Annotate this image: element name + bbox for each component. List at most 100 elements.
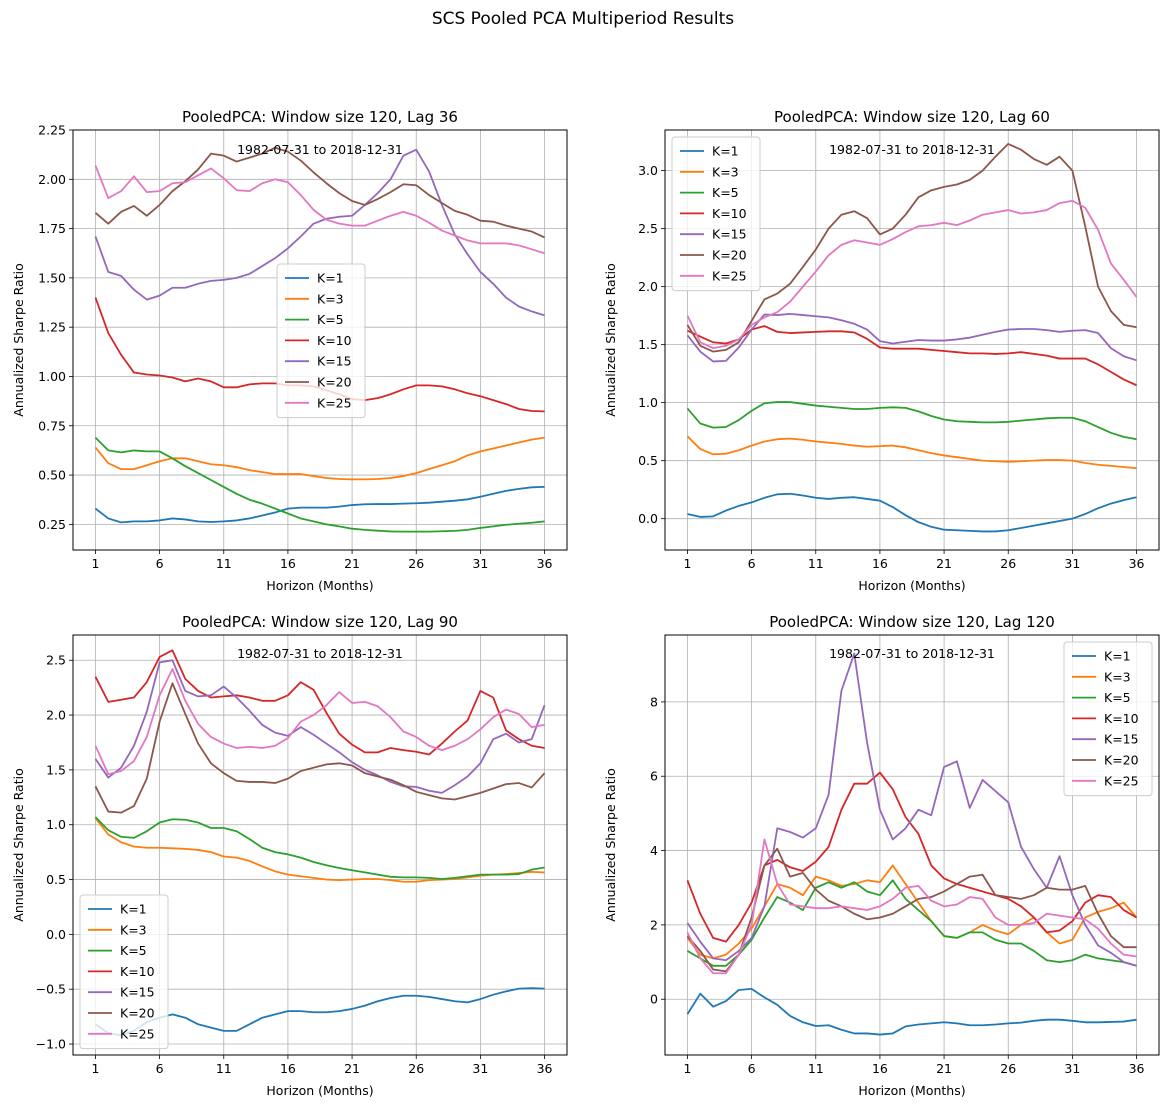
legend-box <box>276 263 366 419</box>
subplot-2: 1 6 11 16 21 26 31 360.00.51.01.52.02.53.0Poole… <box>603 108 1160 593</box>
legend-label: K=3 <box>712 164 739 179</box>
legend-item: K=10 <box>1072 711 1139 726</box>
legend-box <box>79 894 169 1050</box>
x-axis-label: Horizon (Months) <box>266 1083 373 1098</box>
y-tick-label: 1.00 <box>38 369 66 384</box>
figure-suptitle: SCS Pooled PCA Multiperiod Results <box>432 9 734 29</box>
y-tick-label: 2.5 <box>638 221 658 236</box>
series-line-k15 <box>94 659 546 794</box>
y-tick-label: −1.0 <box>36 1037 66 1052</box>
legend-item: K=10 <box>680 206 747 221</box>
subplot-1: 1 6 11 16 21 26 31 360.250.500.751.001.251.501.… <box>11 108 568 593</box>
y-tick-label: 0.5 <box>46 872 66 887</box>
legend-label: K=25 <box>317 395 352 410</box>
legend-label: K=25 <box>120 1026 155 1041</box>
legend-item: K=1 <box>680 144 739 159</box>
y-tick-label: 2.5 <box>46 653 66 668</box>
plot-frame <box>664 634 1160 1056</box>
legend-item: K=3 <box>1072 669 1131 684</box>
subplot-title: PooledPCA: Window size 120, Lag 36 <box>182 108 458 126</box>
series-line-k10 <box>687 325 1137 387</box>
legend-label: K=20 <box>120 1006 155 1021</box>
y-tick-label: 0.0 <box>638 511 658 526</box>
x-axis-label: Horizon (Months) <box>266 578 373 593</box>
legend-item: K=5 <box>285 312 344 327</box>
legend: K=1 K=3 K=5 K=10 K=15 K=20 K=25 <box>671 136 761 292</box>
legend-label: K=20 <box>1104 753 1139 768</box>
legend-item: K=20 <box>680 248 747 263</box>
x-tick-label: 36 <box>537 1061 553 1076</box>
legend-item: K=15 <box>88 985 155 1000</box>
plot-frame <box>72 634 568 1056</box>
series-line-k1 <box>94 486 545 524</box>
legend-item: K=20 <box>285 375 352 390</box>
series-line-k3 <box>686 435 1137 470</box>
legend-item: K=3 <box>88 922 147 937</box>
legend-label: K=1 <box>712 144 739 159</box>
series-line-k1 <box>687 492 1137 533</box>
x-tick-label: 31 <box>472 556 488 571</box>
y-tick-label: 2.00 <box>38 172 66 187</box>
legend-label: K=15 <box>712 227 747 242</box>
x-tick-label: 16 <box>280 1061 296 1076</box>
y-tick-label: 1.75 <box>38 221 66 236</box>
y-tick-label: 1.0 <box>46 817 66 832</box>
legend-item: K=10 <box>88 964 155 979</box>
y-tick-label: 0 <box>650 992 658 1007</box>
x-tick-label: 1 <box>683 556 691 571</box>
legend-item: K=3 <box>285 291 344 306</box>
x-tick-label: 16 <box>872 556 888 571</box>
x-tick-label: 11 <box>216 1061 232 1076</box>
x-tick-label: 6 <box>748 1061 756 1076</box>
legend-label: K=5 <box>120 943 147 958</box>
x-tick-label: 6 <box>748 556 756 571</box>
subplot-title: PooledPCA: Window size 120, Lag 120 <box>769 613 1055 631</box>
subplot-title: PooledPCA: Window size 120, Lag 90 <box>182 613 458 631</box>
legend-item: K=20 <box>1072 753 1139 768</box>
legend-label: K=20 <box>712 248 747 263</box>
legend-label: K=20 <box>317 375 352 390</box>
series-line-k5 <box>686 401 1137 441</box>
y-tick-label: −0.5 <box>36 982 66 997</box>
series-line-k20 <box>686 143 1137 353</box>
legend: K=1 K=3 K=5 K=10 K=15 K=20 K=25 <box>79 894 169 1050</box>
x-tick-label: 26 <box>408 1061 424 1076</box>
legend-item: K=5 <box>88 943 147 958</box>
x-tick-label: 21 <box>344 556 360 571</box>
y-tick-label: 2 <box>650 917 658 932</box>
legend-label: K=10 <box>317 333 352 348</box>
legend-label: K=15 <box>120 985 155 1000</box>
y-tick-label: 8 <box>650 694 658 709</box>
legend-label: K=10 <box>712 206 747 221</box>
y-axis-label: Annualized Sharpe Ratio <box>11 768 26 921</box>
plot-frame <box>72 129 568 551</box>
legend-label: K=5 <box>712 185 739 200</box>
y-tick-label: 2.0 <box>46 708 66 723</box>
y-tick-label: 1.0 <box>638 395 658 410</box>
y-tick-label: 0.75 <box>38 418 66 433</box>
legend-label: K=25 <box>1104 773 1139 788</box>
date-range-annotation: 1982-07-31 to 2018-12-31 <box>829 646 995 661</box>
x-tick-label: 26 <box>1000 1061 1016 1076</box>
date-range-annotation: 1982-07-31 to 2018-12-31 <box>237 646 403 661</box>
x-tick-label: 1 <box>683 1061 691 1076</box>
legend-item: K=15 <box>680 227 747 242</box>
legend-item: K=20 <box>88 1006 155 1021</box>
x-tick-label: 11 <box>808 556 824 571</box>
series-line-k3 <box>686 864 1138 960</box>
series-line-k5 <box>94 816 545 880</box>
x-tick-label: 21 <box>936 556 952 571</box>
legend-item: K=5 <box>680 185 739 200</box>
x-tick-label: 6 <box>156 1061 164 1076</box>
y-tick-label: 3.0 <box>638 163 658 178</box>
legend-label: K=1 <box>120 902 147 917</box>
y-tick-label: 1.25 <box>38 320 66 335</box>
x-tick-label: 21 <box>936 1061 952 1076</box>
legend-label: K=5 <box>1104 690 1131 705</box>
legend-label: K=15 <box>317 354 352 369</box>
y-tick-label: 0.0 <box>46 927 66 942</box>
legend-item: K=15 <box>285 354 352 369</box>
y-axis-label: Annualized Sharpe Ratio <box>603 768 618 921</box>
